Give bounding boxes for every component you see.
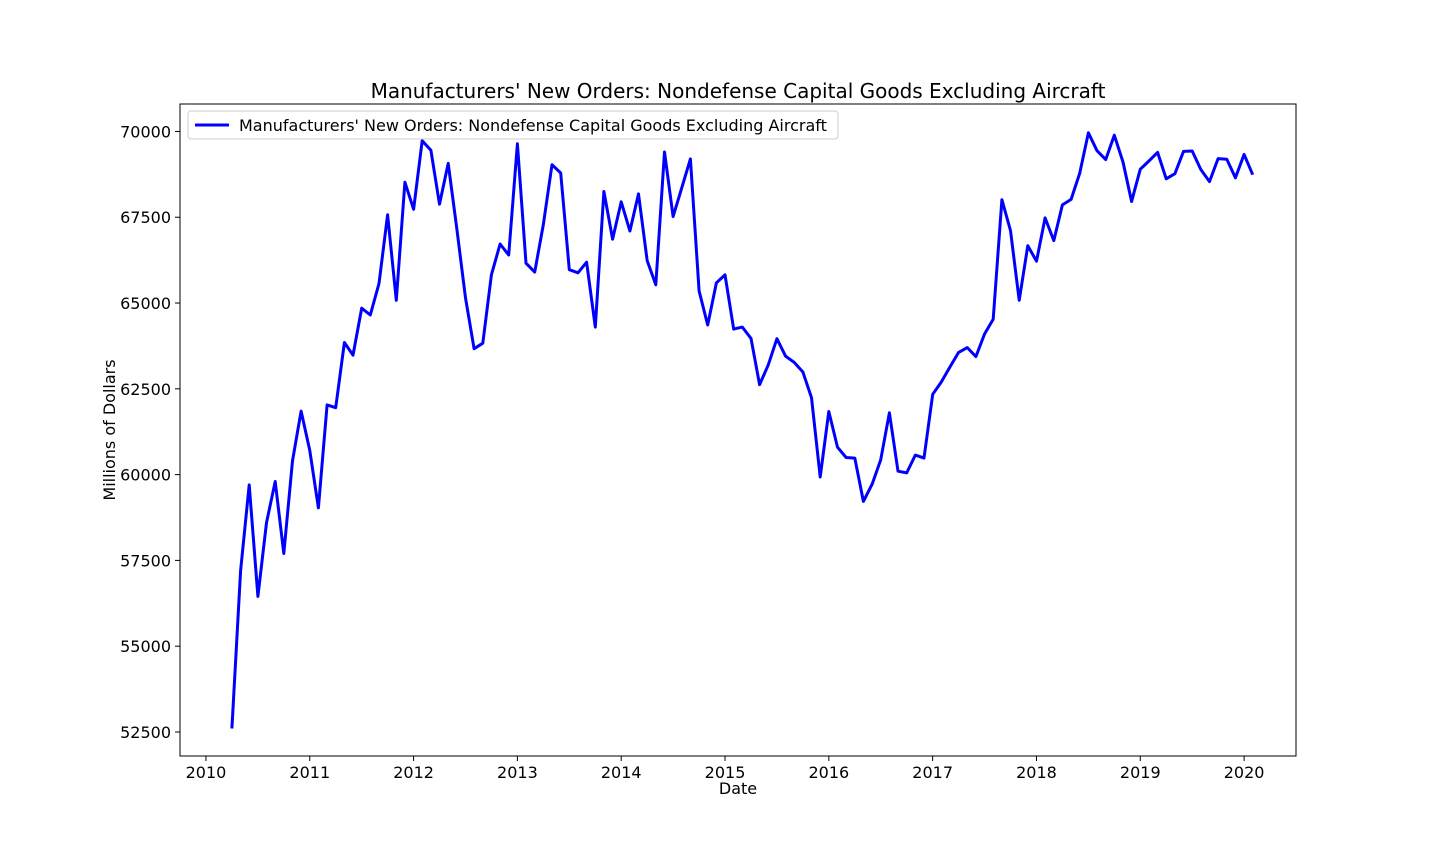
series-line: [230, 131, 1255, 729]
x-axis: 2010 2011 2012 2013 2014 2015 2016 2017 2018 2019…: [186, 756, 1265, 782]
x-tick-label: 2015: [705, 763, 746, 782]
x-tick-label: 2019: [1120, 763, 1161, 782]
x-tick-label: 2014: [601, 763, 642, 782]
x-tick-label: 2016: [808, 763, 849, 782]
y-tick-label: 57500: [120, 551, 171, 570]
legend-box: [187, 110, 839, 140]
x-tick-label: 2020: [1224, 763, 1265, 782]
x-axis-label: Date: [719, 779, 757, 798]
legend-label: Manufacturers' New Orders: Nondefense Ca…: [239, 116, 827, 135]
x-tick-label: 2010: [186, 763, 227, 782]
x-tick-label: 2018: [1016, 763, 1057, 782]
y-tick-label: 67500: [120, 208, 171, 227]
y-tick-label: 55000: [120, 637, 171, 656]
y-tick-label: 60000: [120, 466, 171, 485]
y-axis: 52500 55000 57500 60000 62500 65000 67500 70000: [120, 122, 180, 742]
y-tick-label: 62500: [120, 380, 171, 399]
x-tick-label: 2011: [289, 763, 330, 782]
x-tick-label: 2012: [393, 763, 434, 782]
y-tick-label: 65000: [120, 294, 171, 313]
y-tick-label: 70000: [120, 122, 171, 141]
plot-frame: [179, 103, 1297, 757]
plot-area: [230, 131, 1255, 729]
y-axis-label: Millions of Dollars: [100, 359, 119, 500]
x-tick-label: 2017: [912, 763, 953, 782]
y-tick-label: 52500: [120, 723, 171, 742]
x-tick-label: 2013: [497, 763, 538, 782]
chart-title: Manufacturers' New Orders: Nondefense Ca…: [371, 79, 1106, 103]
legend: Manufacturers' New Orders: Nondefense Ca…: [187, 110, 839, 140]
